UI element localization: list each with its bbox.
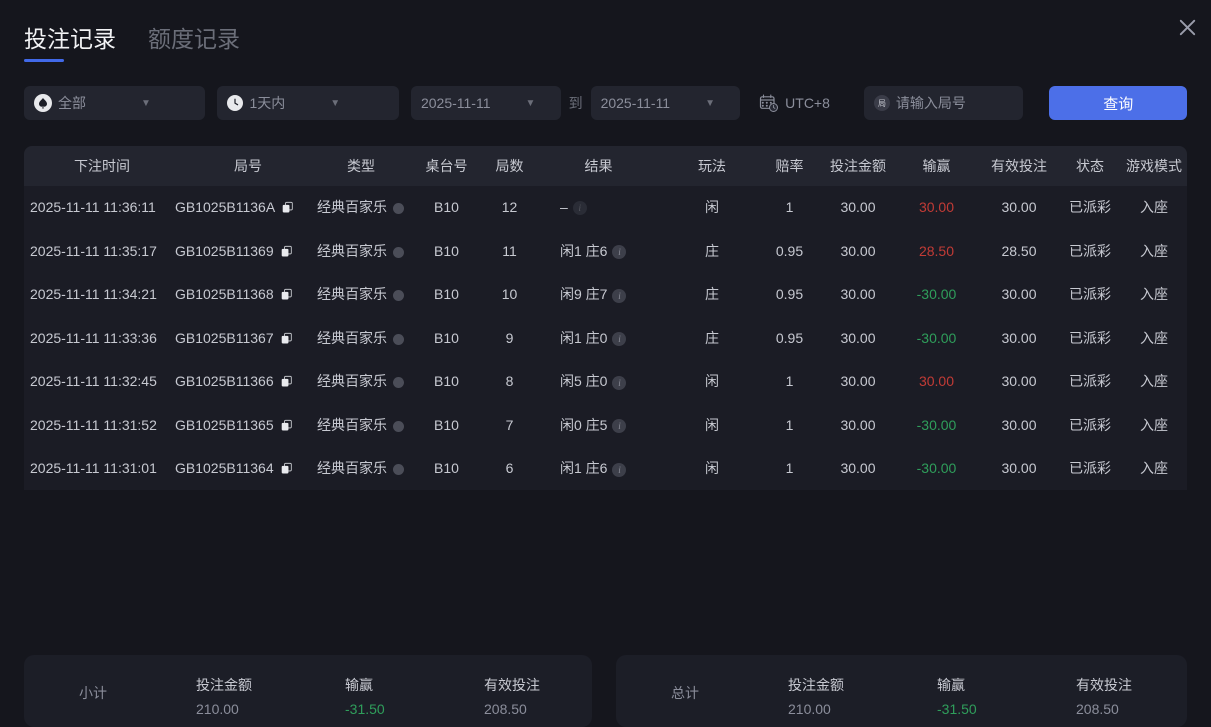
svg-text:局: 局 bbox=[878, 99, 886, 108]
